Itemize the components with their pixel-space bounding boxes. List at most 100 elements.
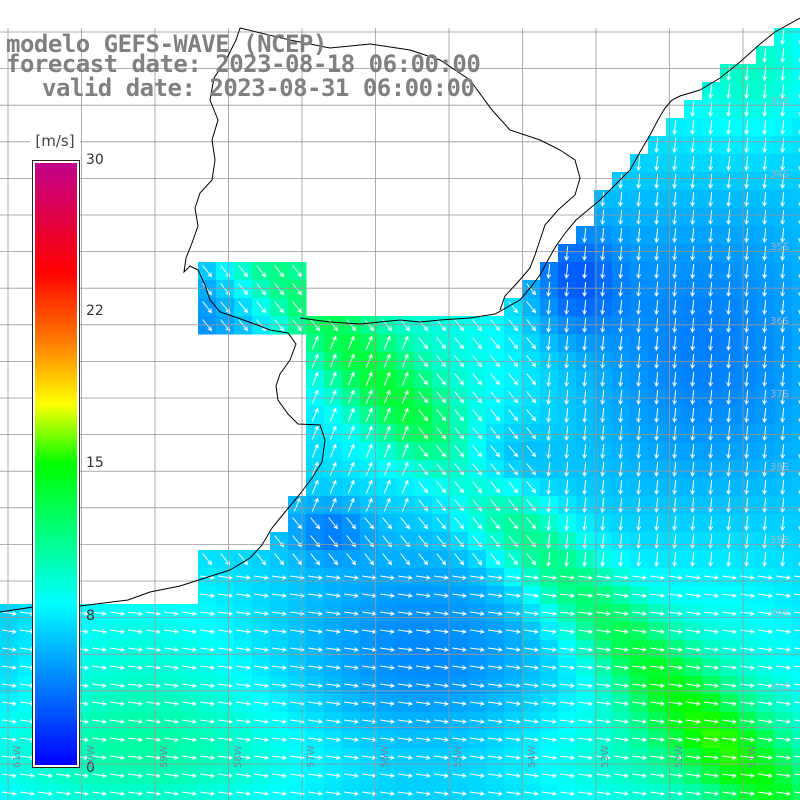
wind-arrow [508,427,519,440]
wind-arrow [218,737,233,742]
wind-arrow [636,191,642,208]
wind-cell [792,334,800,353]
wind-arrow [668,737,683,742]
wind-arrow [236,701,251,706]
wind-cell [792,766,800,785]
wind-arrow [272,683,287,688]
wind-arrow [524,719,539,724]
wind-cell [792,118,800,137]
wind-arrow [398,611,413,616]
wind-arrow [650,755,665,760]
wind-arrow [686,611,701,616]
wind-arrow [744,497,750,514]
wind-arrow [506,665,521,670]
wind-arrow [488,665,503,670]
wind-arrow [308,755,323,760]
wind-arrow [526,517,537,530]
wind-arrow [182,773,197,778]
wind-arrow [618,461,624,478]
wind-arrow [780,551,786,568]
wind-arrow [690,101,696,118]
wind-cell [756,784,775,800]
colorbar-tick-30: 30 [86,152,104,168]
wind-arrow [490,427,501,440]
wind-arrow [762,119,768,136]
wind-cell [792,154,800,173]
wind-arrow [704,647,719,652]
wind-arrow [488,629,503,634]
wind-arrow [578,611,593,616]
wind-arrow [564,335,570,352]
wind-arrow [506,629,521,634]
wind-arrow [654,551,660,568]
wind-arrow [600,191,606,208]
wind-arrow [272,611,287,616]
wind-cell [792,388,800,407]
wind-cell [234,784,253,800]
wind-arrow [274,301,285,314]
wind-arrow [454,373,465,386]
wind-arrow [636,173,642,190]
wind-arrow [490,481,501,494]
wind-arrow [490,445,501,458]
wind-arrow [600,479,606,496]
colorbar-tick-15: 15 [86,455,104,471]
wind-arrow [436,463,447,476]
wind-arrow [672,119,678,136]
wind-arrow [654,515,660,532]
wind-arrow [2,629,17,634]
wind-arrow [542,611,557,616]
wind-arrow [110,791,125,796]
wind-arrow [308,647,323,652]
wind-cell [180,784,199,800]
wind-arrow [238,283,249,296]
wind-arrow [780,137,786,154]
wind-arrow [740,683,755,688]
wind-arrow [560,701,575,706]
wind-arrow [744,83,750,100]
wind-arrow [380,773,395,778]
wind-arrow [636,209,642,226]
wind-arrow [636,245,642,262]
wind-arrow [524,773,539,778]
wind-arrow [380,665,395,670]
wind-arrow [256,283,267,296]
wind-arrow [722,719,737,724]
wind-arrow [326,629,341,634]
wind-arrow [632,737,647,742]
wind-arrow [740,755,755,760]
wind-arrow [200,665,215,670]
wind-arrow [636,407,642,424]
wind-arrow [798,76,800,81]
wind-arrow [434,773,449,778]
lat-label: 33S [770,96,790,107]
wind-arrow [254,575,269,580]
wind-arrow [418,337,429,350]
wind-arrow [488,683,503,688]
wind-arrow [311,425,319,440]
wind-cell [378,784,397,800]
wind-arrow [758,575,773,580]
wind-arrow [564,299,570,316]
wind-arrow [546,497,552,514]
wind-arrow [416,701,431,706]
wind-arrow [347,389,355,404]
wind-arrow [488,791,503,796]
wind-arrow [690,371,696,388]
wind-cell [792,46,800,65]
wind-arrow [146,665,161,670]
wind-arrow [472,553,483,566]
wind-arrow [506,575,521,580]
wind-arrow [596,719,611,724]
wind-arrow [416,737,431,742]
wind-arrow [326,755,341,760]
wind-arrow [365,407,373,422]
wind-arrow [382,553,393,566]
wind-arrow [798,40,800,45]
wind-arrow [490,391,501,404]
wind-arrow [636,281,642,298]
wind-arrow [454,409,465,422]
title-valid-date: valid date: 2023-08-31 06:00:00 [42,74,475,102]
wind-arrow [578,719,593,724]
wind-arrow [92,737,107,742]
